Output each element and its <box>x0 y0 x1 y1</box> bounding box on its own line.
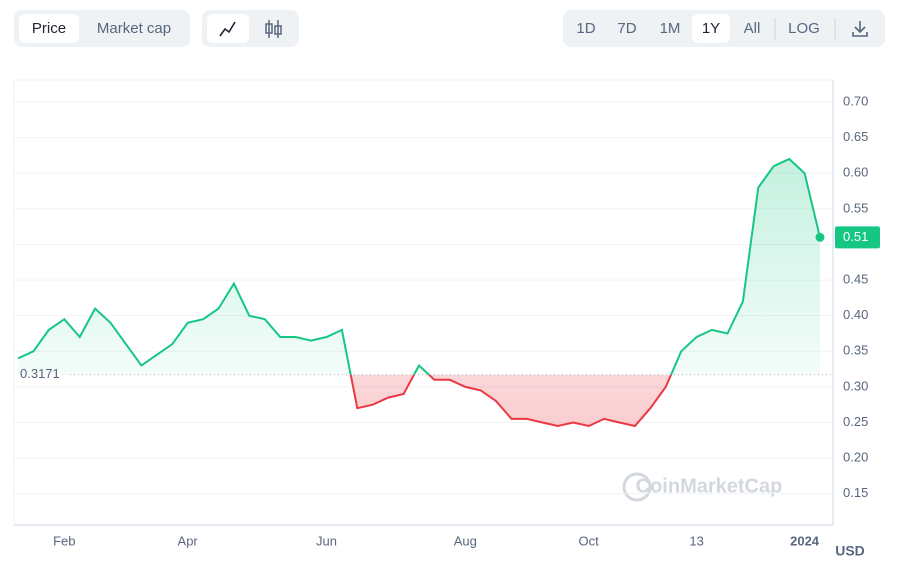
area-down <box>18 374 820 426</box>
download-btn[interactable] <box>852 21 868 37</box>
log-btn[interactable]: LOG <box>788 20 820 37</box>
last-point <box>815 232 825 242</box>
price-tag-label: 0.51 <box>843 229 868 244</box>
y-tick-label: 0.20 <box>843 450 868 465</box>
price-line-up <box>17 157 821 375</box>
x-tick-label: 13 <box>689 533 703 548</box>
currency-label: USD <box>835 543 865 559</box>
x-tick-label: Jun <box>316 533 337 548</box>
x-tick-label: Aug <box>454 533 477 548</box>
watermark-logo <box>622 472 652 502</box>
y-tick-label: 0.65 <box>843 129 868 144</box>
y-tick-label: 0.70 <box>843 94 868 109</box>
price-tab[interactable]: Price <box>32 20 66 37</box>
x-tick-label: Apr <box>178 533 199 548</box>
area-up <box>18 159 820 375</box>
price-line-down <box>349 374 673 428</box>
price-tag <box>835 226 880 249</box>
watermark: CoinMarketCap <box>636 475 783 497</box>
y-tick-label: 0.15 <box>843 485 868 500</box>
line-icon <box>219 21 236 37</box>
candle-icon[interactable] <box>265 20 282 38</box>
baseline-label: 0.3171 <box>20 366 60 381</box>
active-tab-bg <box>19 14 79 43</box>
y-tick-label: 0.60 <box>843 165 868 180</box>
active-range-bg <box>692 14 730 43</box>
y-tick-label: 0.55 <box>843 200 868 215</box>
market-cap-tab[interactable]: Market cap <box>97 20 171 37</box>
y-tick-label: 0.35 <box>843 343 868 358</box>
range-btn[interactable]: 1Y <box>702 20 720 37</box>
x-tick-label: 2024 <box>790 533 820 548</box>
x-tick-label: Feb <box>53 533 75 548</box>
range-btn[interactable]: All <box>744 20 761 37</box>
line-btn[interactable] <box>207 14 249 43</box>
range-btn[interactable]: 1D <box>576 20 595 37</box>
x-tick-label: Oct <box>579 533 600 548</box>
y-tick-label: 0.25 <box>843 414 868 429</box>
range-btn[interactable]: 1M <box>660 20 681 37</box>
y-tick-label: 0.40 <box>843 307 868 322</box>
y-tick-label: 0.30 <box>843 378 868 393</box>
y-tick-label: 0.45 <box>843 272 868 287</box>
range-btn[interactable]: 7D <box>617 20 636 37</box>
